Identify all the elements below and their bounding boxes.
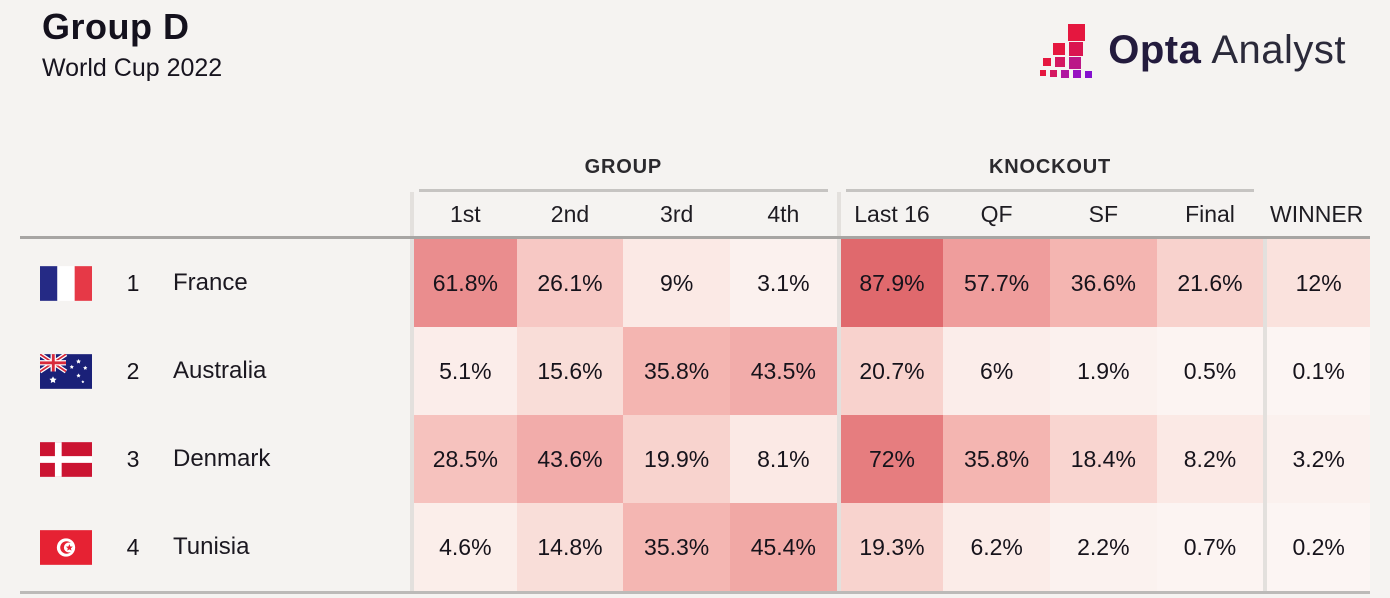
prob-cell-denmark-2nd: 43.6% [516,415,624,503]
prob-cell-denmark-last16: 72% [836,415,944,503]
team-name: Tunisia [173,533,250,560]
table-bottom-rule [20,591,1370,594]
team-cell-tunisia: 4 Tunisia [20,503,410,591]
prob-cell-australia-2nd: 15.6% [516,327,624,415]
prob-cell-denmark-sf: 18.4% [1049,415,1157,503]
prob-cell-denmark-qf: 35.8% [943,415,1050,503]
prob-cell-australia-3rd: 35.8% [623,327,730,415]
prob-cell-tunisia-sf: 2.2% [1049,503,1157,591]
group-stage-header: GROUP [419,146,828,192]
prob-cell-australia-winner: 0.1% [1263,327,1370,415]
col-header-1st: 1st [410,192,517,236]
prob-cell-denmark-3rd: 19.9% [623,415,730,503]
team-rank: 3 [126,445,140,472]
prob-cell-france-sf: 36.6% [1049,239,1157,327]
header-divider-rule [20,236,1370,239]
col-header-4th: 4th [767,200,800,227]
logo-opta-text: Opta [1108,27,1202,72]
team-cell-australia: 2 Australia [20,327,410,415]
col-header-last16: Last 16 [836,192,944,236]
team-name: France [173,269,248,296]
prob-cell-tunisia-4th: 45.4% [729,503,837,591]
prob-cell-france-last16: 87.9% [836,239,944,327]
france-flag-icon [40,265,92,301]
group-header-spacer [20,146,410,192]
team-cell-denmark: 3 Denmark [20,415,410,503]
prob-cell-australia-1st: 5.1% [410,327,517,415]
col-header-sf: SF [1088,200,1119,227]
column-header-spacer [20,192,410,236]
col-header-winner: WINNER [1270,200,1364,227]
prob-cell-denmark-winner: 3.2% [1263,415,1370,503]
prob-cell-france-qf: 57.7% [943,239,1050,327]
page-subtitle: World Cup 2022 [42,54,223,82]
col-header-qf: QF [980,200,1013,227]
team-rank: 2 [126,357,140,384]
prob-cell-tunisia-qf: 6.2% [943,503,1050,591]
prob-cell-tunisia-winner: 0.2% [1263,503,1370,591]
team-rank: 4 [126,533,140,560]
prob-cell-france-4th: 3.1% [729,239,837,327]
logo-analyst-text: Analyst [1211,27,1346,72]
denmark-flag-icon [40,441,92,477]
group-header-row: GROUP KNOCKOUT [20,146,1370,192]
prob-cell-denmark-4th: 8.1% [729,415,837,503]
team-name: Australia [173,357,267,384]
prob-cell-australia-final: 0.5% [1156,327,1264,415]
col-header-final: Final [1185,200,1235,227]
column-header-row: 1st 2nd 3rd 4th Last 16 QF SF Final WINN… [20,192,1370,236]
prob-cell-denmark-final: 8.2% [1156,415,1264,503]
team-name: Denmark [173,445,271,472]
table-row-tunisia: 4 Tunisia 4.6% 14.8% 35.3% 45.4% 19.3% 6… [20,503,1370,591]
prob-cell-france-1st: 61.8% [410,239,517,327]
table-row-australia: 2 Australia 5.1% 15.6% 35.8% 43.5% 20.7%… [20,327,1370,415]
page-title: Group D [42,6,190,47]
prob-cell-france-2nd: 26.1% [516,239,624,327]
prob-cell-france-3rd: 9% [623,239,730,327]
title-block: Group D World Cup 2022 [42,6,222,83]
prob-cell-france-final: 21.6% [1156,239,1264,327]
prob-cell-denmark-1st: 28.5% [410,415,517,503]
prob-cell-tunisia-1st: 4.6% [410,503,517,591]
tunisia-flag-icon [40,529,92,565]
opta-analyst-logo: Opta Analyst [1040,22,1346,78]
prob-cell-france-winner: 12% [1263,239,1370,327]
prob-cell-australia-sf: 1.9% [1049,327,1157,415]
table-row-france: 1 France 61.8% 26.1% 9% 3.1% 87.9% 57.7%… [20,239,1370,327]
prob-cell-australia-4th: 43.5% [729,327,837,415]
team-rank: 1 [126,269,140,296]
prob-cell-australia-qf: 6% [943,327,1050,415]
prob-cell-tunisia-last16: 19.3% [836,503,944,591]
opta-mosaic-icon [1040,22,1096,78]
prob-cell-tunisia-3rd: 35.3% [623,503,730,591]
prob-cell-tunisia-final: 0.7% [1156,503,1264,591]
team-cell-france: 1 France [20,239,410,327]
knockout-stage-header: KNOCKOUT [845,146,1255,192]
prob-cell-tunisia-2nd: 14.8% [516,503,624,591]
winner-header-spacer [1263,146,1370,192]
col-header-2nd: 2nd [550,200,590,227]
col-header-3rd: 3rd [660,200,694,227]
prob-cell-australia-last16: 20.7% [836,327,944,415]
table-row-denmark: 3 Denmark 28.5% 43.6% 19.9% 8.1% 72% 35.… [20,415,1370,503]
australia-flag-icon [40,353,92,389]
probability-table: GROUP KNOCKOUT 1st 2nd 3rd 4th Last 16 Q… [20,146,1370,594]
